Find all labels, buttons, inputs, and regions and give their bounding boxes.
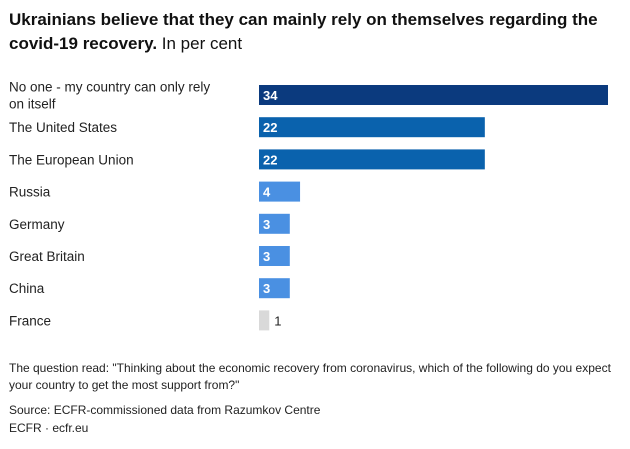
value-label: 1 — [274, 313, 281, 328]
value-label: 3 — [263, 281, 270, 296]
category-label-line: Great Britain — [9, 249, 85, 264]
bar — [259, 149, 485, 170]
category-label: China — [9, 281, 45, 296]
chart-title-text: Ukrainians believe that they can mainly … — [9, 10, 598, 53]
category-label: Russia — [9, 185, 51, 200]
credit-line: ECFR · ecfr.eu — [9, 421, 89, 435]
category-label-line: No one - my country can only rely — [9, 80, 210, 95]
category-label: The United States — [9, 120, 117, 135]
chart-title: Ukrainians believe that they can mainly … — [9, 8, 621, 56]
category-label-line: The United States — [9, 120, 117, 135]
source-line: Source: ECFR-commissioned data from Razu… — [9, 403, 321, 417]
value-label: 22 — [263, 120, 277, 135]
category-label: Great Britain — [9, 249, 85, 264]
bar — [259, 246, 290, 266]
category-label: No one - my country can only rely on itse… — [9, 80, 210, 112]
category-label-line: China — [9, 281, 45, 296]
category-label-line: The European Union — [9, 152, 134, 167]
chart-subtitle: In per cent — [161, 34, 243, 53]
bar — [259, 310, 270, 331]
question-note: The question read: "Thinking about the e… — [9, 361, 611, 392]
bar — [259, 117, 485, 138]
category-label-line: on itself — [9, 97, 56, 112]
value-label: 3 — [263, 217, 270, 232]
bar — [259, 278, 290, 299]
bar — [259, 85, 608, 105]
value-label: 22 — [263, 152, 277, 167]
value-label: 4 — [263, 185, 271, 200]
value-label: 34 — [263, 88, 278, 103]
category-label: Germany — [9, 217, 65, 232]
category-label-line: France — [9, 313, 51, 328]
bar — [259, 213, 290, 234]
value-label: 3 — [263, 249, 270, 264]
bar — [259, 181, 301, 202]
category-label: The European Union — [9, 152, 134, 167]
category-label-line: Russia — [9, 185, 51, 200]
category-label-line: Germany — [9, 217, 65, 232]
category-label: France — [9, 313, 51, 328]
